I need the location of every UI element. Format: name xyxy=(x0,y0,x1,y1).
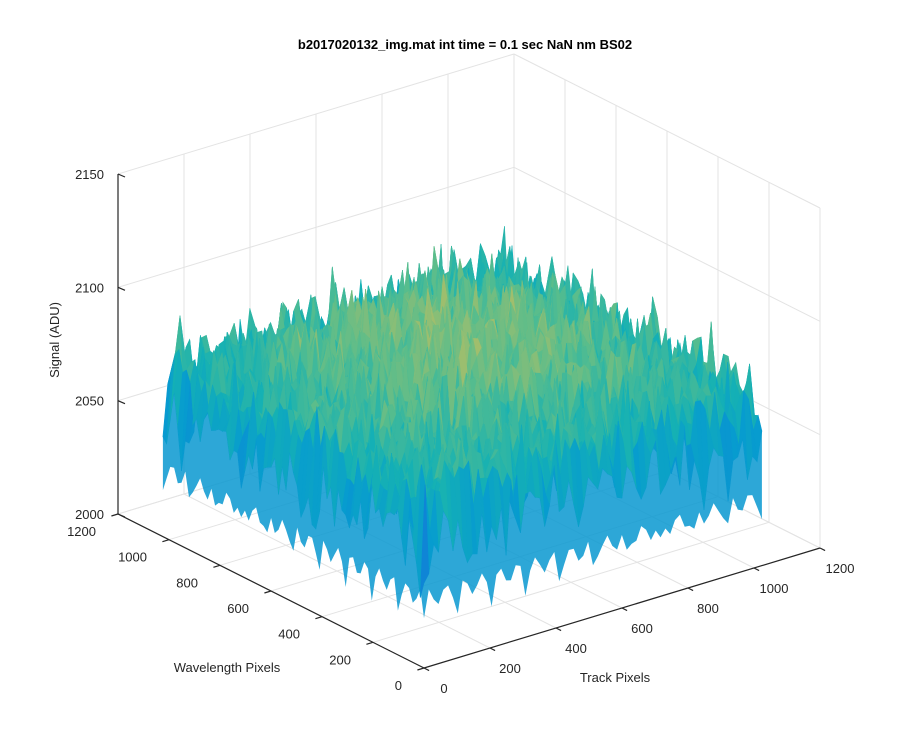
x-tick-label: 400 xyxy=(565,641,587,656)
z-tick-label: 2000 xyxy=(75,507,104,522)
grid-line xyxy=(117,166,515,288)
z-tick-label: 2050 xyxy=(75,394,104,409)
x-tick-label: 1200 xyxy=(826,561,855,576)
x-axis-label: Track Pixels xyxy=(580,670,651,685)
y-tick-label: 800 xyxy=(176,575,198,590)
grid-line xyxy=(117,53,515,175)
x-tick-label: 800 xyxy=(697,601,719,616)
y-tick-label: 400 xyxy=(278,627,300,642)
y-tick-label: 1000 xyxy=(118,550,147,565)
surface-plot xyxy=(162,226,763,619)
y-tick-label: 600 xyxy=(227,601,249,616)
grid-line xyxy=(513,166,821,322)
x-tick-label: 1000 xyxy=(760,581,789,596)
y-axis-label: Wavelength Pixels xyxy=(174,660,281,675)
z-tick-label: 2100 xyxy=(75,280,104,295)
x-tick-label: 600 xyxy=(631,621,653,636)
grid-line xyxy=(513,53,821,209)
z-axis-label: Signal (ADU) xyxy=(47,302,62,378)
x-tick-label: 200 xyxy=(499,661,521,676)
chart-title: b2017020132_img.mat int time = 0.1 sec N… xyxy=(298,37,632,52)
x-tick-label: 0 xyxy=(440,681,447,696)
grid-line xyxy=(372,521,770,643)
y-tick-label: 1200 xyxy=(67,524,96,539)
y-tick-label: 0 xyxy=(395,678,402,693)
y-tick-label: 200 xyxy=(329,652,351,667)
z-tick-label: 2150 xyxy=(75,167,104,182)
